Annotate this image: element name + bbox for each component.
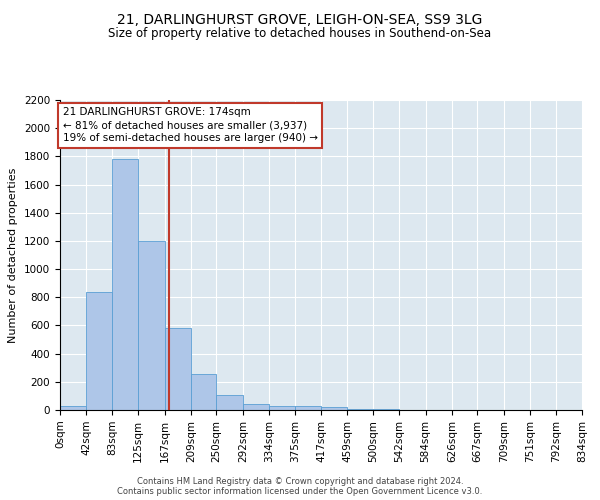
Bar [191, 374, 217, 410]
Bar [269, 406, 295, 410]
Text: 21 DARLINGHURST GROVE: 174sqm
← 81% of detached houses are smaller (3,937)
19% o: 21 DARLINGHURST GROVE: 174sqm ← 81% of d… [62, 107, 317, 144]
Y-axis label: Number of detached properties: Number of detached properties [8, 168, 19, 342]
Bar [321, 407, 347, 410]
Bar [86, 292, 112, 410]
Bar [243, 404, 269, 410]
Bar [138, 241, 164, 410]
Bar [60, 406, 86, 410]
Text: Size of property relative to detached houses in Southend-on-Sea: Size of property relative to detached ho… [109, 28, 491, 40]
Bar [295, 406, 321, 410]
Bar [112, 159, 138, 410]
Text: Contains HM Land Registry data © Crown copyright and database right 2024.: Contains HM Land Registry data © Crown c… [137, 477, 463, 486]
Text: Contains public sector information licensed under the Open Government Licence v3: Contains public sector information licen… [118, 487, 482, 496]
Bar [347, 408, 373, 410]
Bar [164, 328, 191, 410]
Text: 21, DARLINGHURST GROVE, LEIGH-ON-SEA, SS9 3LG: 21, DARLINGHURST GROVE, LEIGH-ON-SEA, SS… [118, 12, 482, 26]
Bar [217, 394, 243, 410]
